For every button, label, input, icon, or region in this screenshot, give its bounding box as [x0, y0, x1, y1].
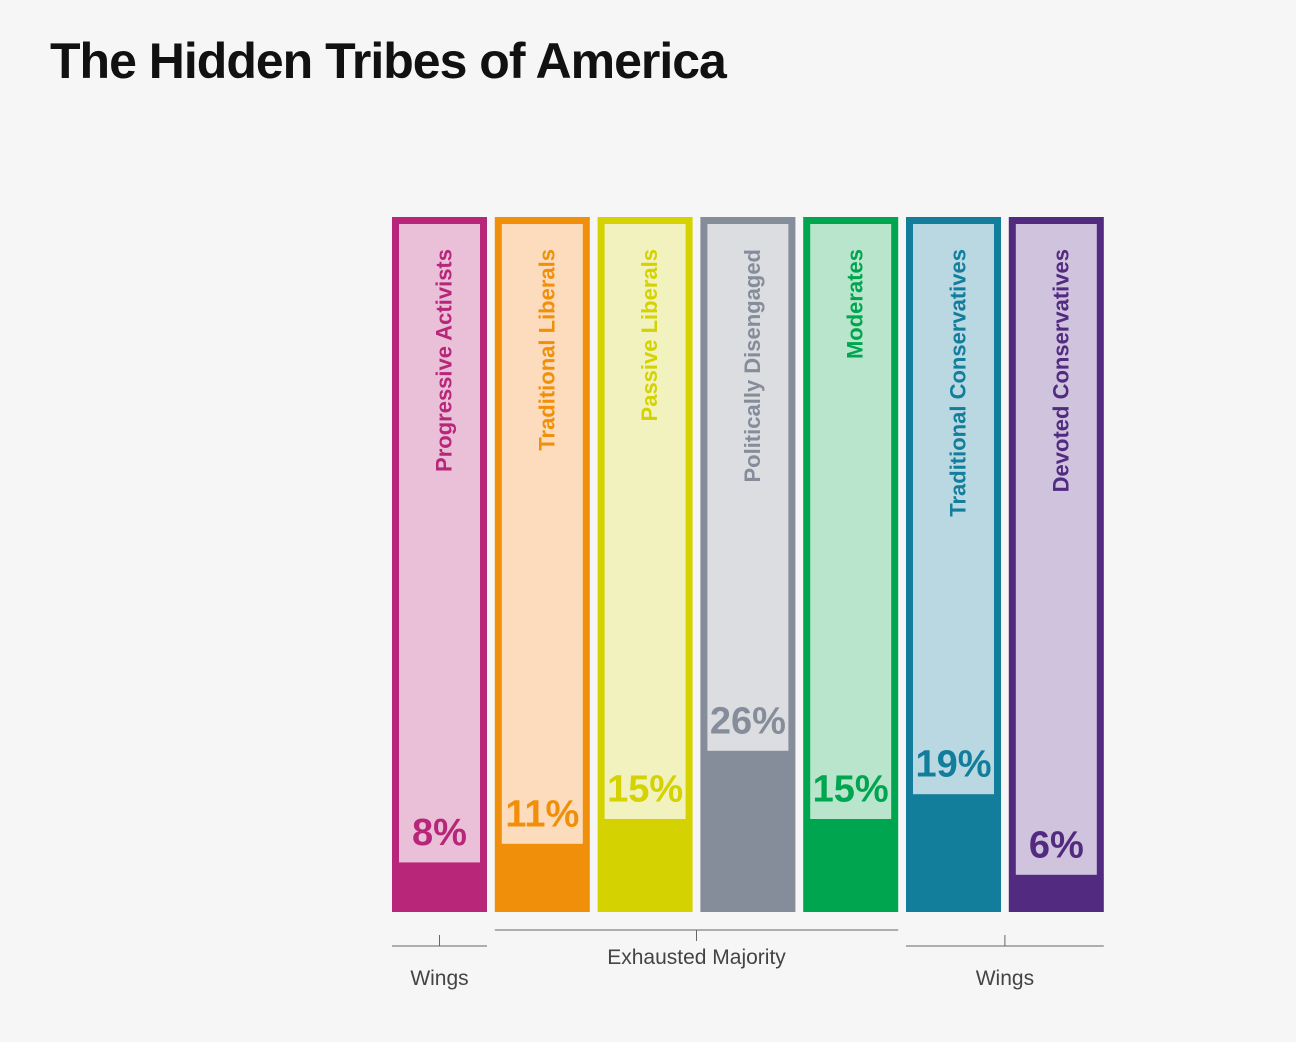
- group-label: Wings: [410, 967, 468, 990]
- bar-category-label: Passive Liberals: [637, 249, 662, 421]
- bar-value-label: 19%: [915, 744, 991, 786]
- bar-devoted-conservatives: 6% Devoted Conservatives: [1008, 217, 1104, 912]
- page-title: The Hidden Tribes of America: [50, 33, 727, 89]
- bar-value-label: 8%: [412, 812, 467, 854]
- bar-category-label: Progressive Activists: [432, 249, 457, 472]
- bar-value-label: 6%: [1029, 824, 1084, 866]
- bar-passive-liberals: 15% Passive Liberals: [597, 217, 693, 912]
- bar-inner-panel: [501, 224, 583, 844]
- group-label: Exhausted Majority: [607, 946, 786, 969]
- bar-moderates: 15% Moderates: [803, 217, 899, 912]
- group-bracket-1: Exhausted Majority: [494, 929, 899, 969]
- group-label: Wings: [976, 967, 1034, 990]
- bar-traditional-liberals: 11% Traditional Liberals: [494, 217, 590, 912]
- bar-inner-panel: [707, 224, 789, 751]
- bar-inner-panel: [810, 224, 892, 819]
- bar-category-label: Moderates: [843, 249, 868, 359]
- bar-progressive-activists: 8% Progressive Activists: [392, 217, 487, 912]
- bar-traditional-conservatives: 19% Traditional Conservatives: [906, 217, 1001, 912]
- bar-value-label: 11%: [505, 793, 579, 835]
- bar-category-label: Devoted Conservatives: [1048, 249, 1073, 492]
- group-bracket-2: Wings: [906, 935, 1104, 990]
- bar-inner-panel: [604, 224, 686, 819]
- bar-value-label: 15%: [813, 769, 889, 811]
- group-bracket-0: Wings: [392, 935, 487, 990]
- bar-inner-panel: [1015, 224, 1097, 875]
- bar-value-label: 26%: [710, 700, 786, 742]
- bar-inner-panel: [399, 224, 480, 863]
- bar-inner-panel: [913, 224, 994, 795]
- bar-category-label: Traditional Liberals: [534, 249, 559, 451]
- bar-category-label: Politically Disengaged: [740, 249, 765, 483]
- bar-value-label: 15%: [607, 769, 683, 811]
- bar-politically-disengaged: 26% Politically Disengaged: [700, 217, 796, 912]
- bar-category-label: Traditional Conservatives: [946, 249, 971, 517]
